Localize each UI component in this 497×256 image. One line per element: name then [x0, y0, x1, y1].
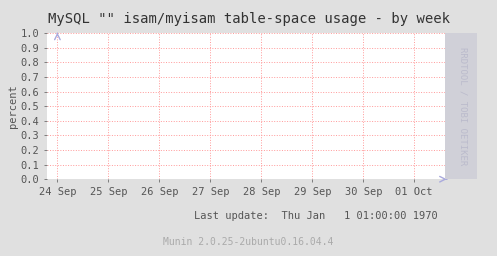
- Y-axis label: percent: percent: [8, 84, 18, 128]
- Text: MySQL "" isam/myisam table-space usage - by week: MySQL "" isam/myisam table-space usage -…: [48, 12, 449, 26]
- Text: RRDTOOL / TOBI OETIKER: RRDTOOL / TOBI OETIKER: [458, 47, 467, 165]
- Text: Last update:  Thu Jan   1 01:00:00 1970: Last update: Thu Jan 1 01:00:00 1970: [194, 211, 437, 221]
- Text: Munin 2.0.25-2ubuntu0.16.04.4: Munin 2.0.25-2ubuntu0.16.04.4: [164, 237, 333, 247]
